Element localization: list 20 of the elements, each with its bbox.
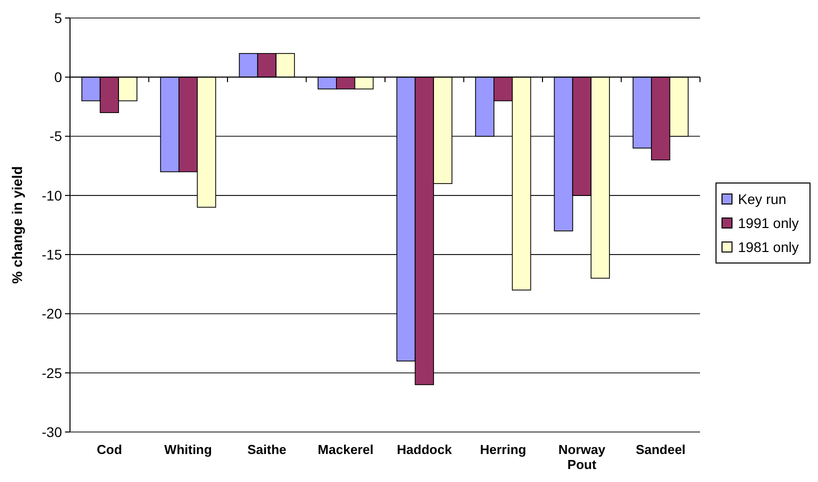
y-tick-label: -15 — [42, 246, 62, 262]
x-tick-label: Herring — [480, 442, 526, 457]
legend-label: Key run — [738, 190, 786, 207]
x-tick-label: Cod — [96, 442, 122, 457]
y-tick-label: 0 — [54, 69, 62, 86]
legend-label: 1981 only — [738, 238, 799, 255]
y-tick-label: -25 — [42, 364, 62, 381]
x-tick-label: Norway Pout — [558, 442, 606, 472]
x-tick-label: Haddock — [396, 442, 453, 457]
y-axis-title: % change in yield — [9, 166, 25, 284]
y-tick-label: -5 — [50, 128, 62, 144]
y-tick-label: -20 — [42, 306, 62, 322]
y-tick-label: 5 — [54, 10, 62, 26]
legend-label: 1991 only — [738, 214, 799, 231]
x-tick-label: Mackerel — [318, 442, 374, 457]
y-tick-label: -10 — [42, 187, 62, 204]
y-tick-label: -30 — [42, 424, 62, 440]
x-tick-label: Sandeel — [636, 442, 686, 457]
x-tick-label: Whiting — [164, 442, 212, 457]
x-tick-label: Saithe — [247, 442, 286, 457]
